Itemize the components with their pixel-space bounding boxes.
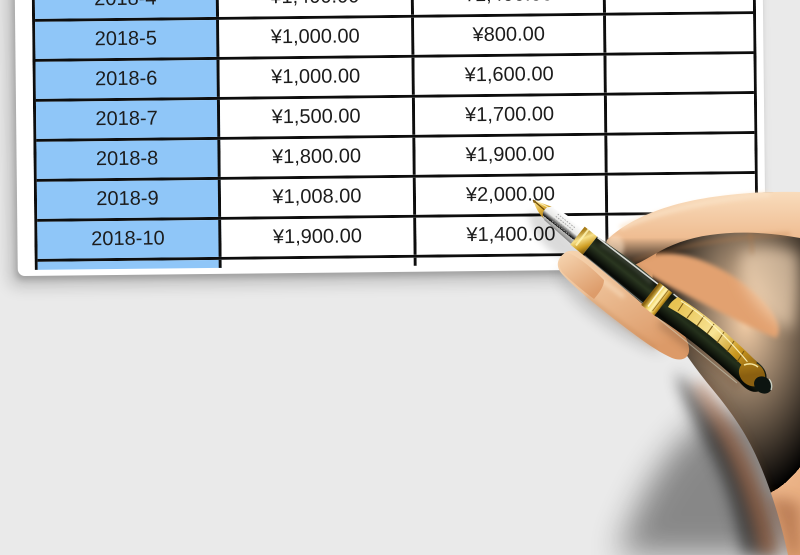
pen-cap: [654, 292, 767, 392]
empty-cell: [607, 134, 755, 173]
paper-sheet: 2018-4 ¥1,400.00 ¥1,400.00 2018-5 ¥1,000…: [14, 0, 766, 277]
month-cell: 2018-9: [36, 179, 222, 219]
amount-cell: [221, 257, 418, 270]
empty-cell: [607, 174, 756, 213]
empty-cell: [608, 214, 756, 253]
amount-cell: ¥1,500.00: [219, 97, 416, 137]
empty-cell: [605, 0, 754, 13]
empty-cell: [608, 254, 757, 270]
amount-cell: ¥1,900.00: [221, 217, 417, 257]
pen-cap-band: [641, 282, 673, 316]
amount-cell: ¥1,900.00: [415, 135, 608, 175]
empty-cell: [606, 94, 755, 133]
amount-cell: ¥1,400.00: [416, 215, 609, 255]
month-cell: 2018-6: [35, 59, 220, 99]
month-cell: 2018-7: [35, 99, 221, 139]
month-cell: 2018-4: [34, 0, 220, 19]
amount-cell: [416, 255, 610, 270]
sales-table: 2018-4 ¥1,400.00 ¥1,400.00 2018-5 ¥1,000…: [31, 0, 759, 270]
month-cell: [37, 259, 223, 270]
pen-cast-shadow: [657, 318, 743, 391]
month-cell: 2018-8: [36, 139, 221, 179]
table-clip: 2018-4 ¥1,400.00 ¥1,400.00 2018-5 ¥1,000…: [31, 0, 759, 270]
empty-cell: [606, 54, 754, 93]
pen-cap-end: [738, 361, 773, 394]
amount-cell: ¥1,000.00: [219, 57, 415, 97]
amount-cell: ¥1,008.00: [220, 177, 417, 217]
month-cell: 2018-5: [35, 19, 220, 59]
amount-cell: ¥1,000.00: [219, 17, 415, 57]
empty-cell: [606, 14, 754, 53]
amount-cell: ¥1,400.00: [413, 0, 607, 15]
amount-cell: ¥1,600.00: [414, 55, 607, 95]
amount-cell: ¥1,400.00: [218, 0, 415, 17]
amount-cell: ¥1,800.00: [220, 137, 416, 177]
month-cell: 2018-10: [37, 219, 222, 259]
amount-cell: ¥800.00: [414, 15, 607, 55]
pen-clip: [668, 297, 757, 374]
amount-cell: ¥2,000.00: [415, 175, 609, 215]
amount-cell: ¥1,700.00: [414, 95, 608, 135]
